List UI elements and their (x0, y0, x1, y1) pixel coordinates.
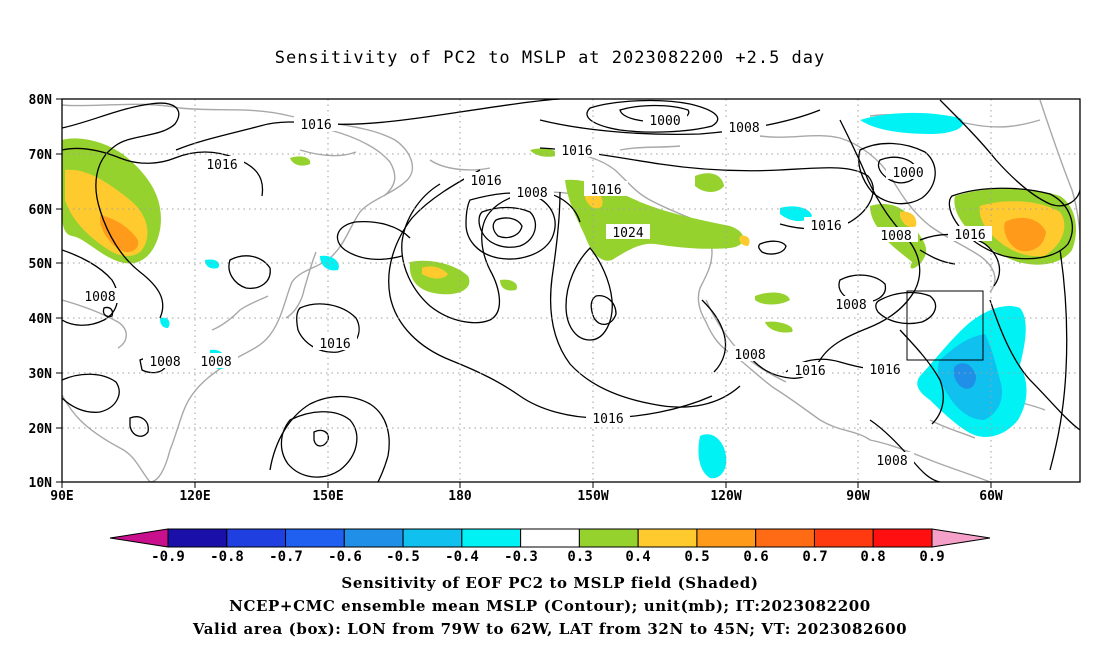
colorbar-box (813, 528, 874, 548)
colorbar-label: 0.9 (919, 549, 944, 565)
lon-label: 60W (979, 489, 1003, 504)
colorbar-label: 0.3 (567, 549, 592, 565)
latitude-labels: 10N 20N 30N 40N 50N 60N 70N 80N (29, 93, 53, 491)
contour-label: 1008 (734, 348, 765, 363)
colorbar-label: -0.5 (386, 549, 420, 565)
contour-label: 1008 (84, 290, 115, 305)
colorbar-boxes (167, 528, 933, 548)
colorbar-low-end (109, 528, 169, 548)
colorbar-label: 0.6 (743, 549, 768, 565)
contour-label: 1000 (649, 114, 680, 129)
colorbar-label: -0.7 (269, 549, 303, 565)
contour-label: 1008 (516, 186, 547, 201)
contour-label: 1016 (470, 174, 501, 189)
contour-label: 1016 (206, 158, 237, 173)
colorbar-box (520, 528, 580, 548)
colorbar-box (285, 528, 345, 548)
contour-label: 1000 (892, 166, 923, 181)
colorbar-label: -0.8 (210, 549, 244, 565)
caption-valid-area: Valid area (box): LON from 79W to 62W, L… (192, 620, 908, 638)
lon-label: 150E (312, 489, 343, 504)
colorbar-box (696, 528, 757, 548)
contour-label: 1008 (200, 355, 231, 370)
lat-label: 40N (29, 312, 53, 327)
colorbar: -0.9 -0.8 -0.7 -0.6 -0.5 -0.4 -0.3 0.3 0… (109, 528, 991, 565)
contour-label: 1016 (319, 337, 350, 352)
colorbar-box (402, 528, 463, 548)
colorbar-box (755, 528, 815, 548)
contour-label: 1016 (794, 364, 825, 379)
lat-label: 10N (29, 476, 53, 491)
contour-label: 1016 (300, 118, 331, 133)
colorbar-box (167, 528, 228, 548)
caption-contour: NCEP+CMC ensemble mean MSLP (Contour); u… (229, 597, 871, 615)
lat-label: 70N (29, 148, 53, 163)
contour-label: 1008 (149, 355, 180, 370)
colorbar-box (461, 528, 522, 548)
valid-area-box (906, 290, 984, 361)
lat-label: 60N (29, 203, 53, 218)
contour-label: 1008 (835, 298, 866, 313)
contour-label: 1008 (728, 121, 759, 136)
shading-negative (160, 112, 1027, 479)
colorbar-label: 0.4 (625, 549, 650, 565)
colorbar-box (872, 528, 933, 548)
colorbar-box (637, 528, 698, 548)
lat-label: 50N (29, 257, 53, 272)
lat-label: 80N (29, 93, 53, 108)
lon-label: 120W (710, 489, 741, 504)
lon-label: 180 (448, 489, 472, 504)
contour-label-group: 1016 1016 1016 1016 1016 1016 1016 1016 … (78, 112, 992, 469)
colorbar-label: 0.5 (684, 549, 709, 565)
colorbar-labels: -0.9 -0.8 -0.7 -0.6 -0.5 -0.4 -0.3 0.3 0… (151, 549, 945, 565)
contour-label: 1016 (561, 144, 592, 159)
lon-label: 90E (50, 489, 73, 504)
colorbar-label: -0.3 (504, 549, 538, 565)
contour-label: 1016 (869, 363, 900, 378)
lon-label: 120E (179, 489, 210, 504)
longitude-labels: 90E 120E 150E 180 150W 120W 90W 60W (50, 489, 1003, 504)
tick-marks (56, 98, 992, 488)
lon-label: 150W (577, 489, 608, 504)
colorbar-high-end (931, 528, 991, 548)
colorbar-box (578, 528, 639, 548)
lon-label: 90W (846, 489, 870, 504)
contour-label: 1016 (592, 412, 623, 427)
caption-shading: Sensitivity of EOF PC2 to MSLP field (Sh… (341, 574, 759, 592)
colorbar-label: -0.6 (328, 549, 362, 565)
contour-label: 1008 (880, 229, 911, 244)
contour-label: 1016 (954, 228, 985, 243)
colorbar-box (226, 528, 287, 548)
colorbar-label: -0.9 (151, 549, 185, 565)
colorbar-label: -0.4 (445, 549, 479, 565)
plot-frame (61, 98, 1081, 483)
colorbar-label: 0.8 (860, 549, 885, 565)
lat-label: 20N (29, 422, 53, 437)
colorbar-label: 0.7 (802, 549, 827, 565)
contour-label: 1024 (612, 226, 643, 241)
colorbar-box (343, 528, 404, 548)
contour-label: 1008 (876, 454, 907, 469)
shading-positive (62, 138, 1076, 333)
contour-label: 1016 (590, 183, 621, 198)
map-title: Sensitivity of PC2 to MSLP at 2023082200… (274, 48, 826, 68)
lat-label: 30N (29, 367, 53, 382)
gridlines (62, 99, 1080, 482)
contour-label: 1016 (810, 219, 841, 234)
